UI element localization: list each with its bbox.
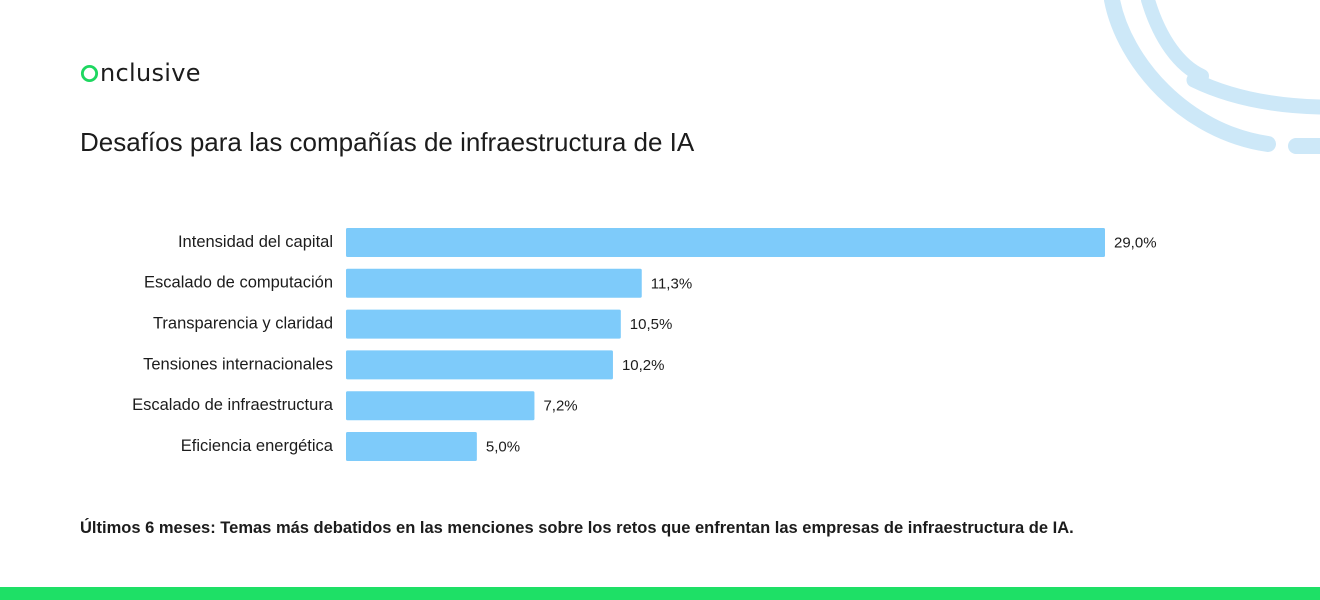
bar xyxy=(346,228,1105,257)
category-label: Tensiones internacionales xyxy=(143,355,333,373)
footer-accent-bar xyxy=(0,587,1320,600)
value-label: 10,2% xyxy=(622,357,665,374)
bar xyxy=(346,391,535,421)
value-label: 7,2% xyxy=(543,398,577,415)
chart-title: Desafíos para las compañías de infraestr… xyxy=(80,127,695,157)
bar xyxy=(346,432,477,461)
category-label: Eficiencia energética xyxy=(181,437,334,455)
bar xyxy=(346,309,621,339)
onclusive-logo: nclusive xyxy=(80,58,201,88)
value-label: 11,3% xyxy=(651,275,692,292)
category-label: Escalado de computación xyxy=(144,274,333,292)
category-label: Escalado de infraestructura xyxy=(132,396,334,414)
value-label: 5,0% xyxy=(486,438,520,455)
logo-ring-icon xyxy=(80,64,99,82)
category-label: Transparencia y claridad xyxy=(153,314,333,332)
value-label: 10,5% xyxy=(630,316,673,333)
value-label: 29,0% xyxy=(1114,234,1157,251)
bar xyxy=(346,268,642,298)
chart-caption: Últimos 6 meses: Temas más debatidos en … xyxy=(80,519,1074,537)
category-label: Intensidad del capital xyxy=(178,233,333,251)
logo-wordmark: nclusive xyxy=(100,59,201,87)
bar xyxy=(346,350,613,380)
